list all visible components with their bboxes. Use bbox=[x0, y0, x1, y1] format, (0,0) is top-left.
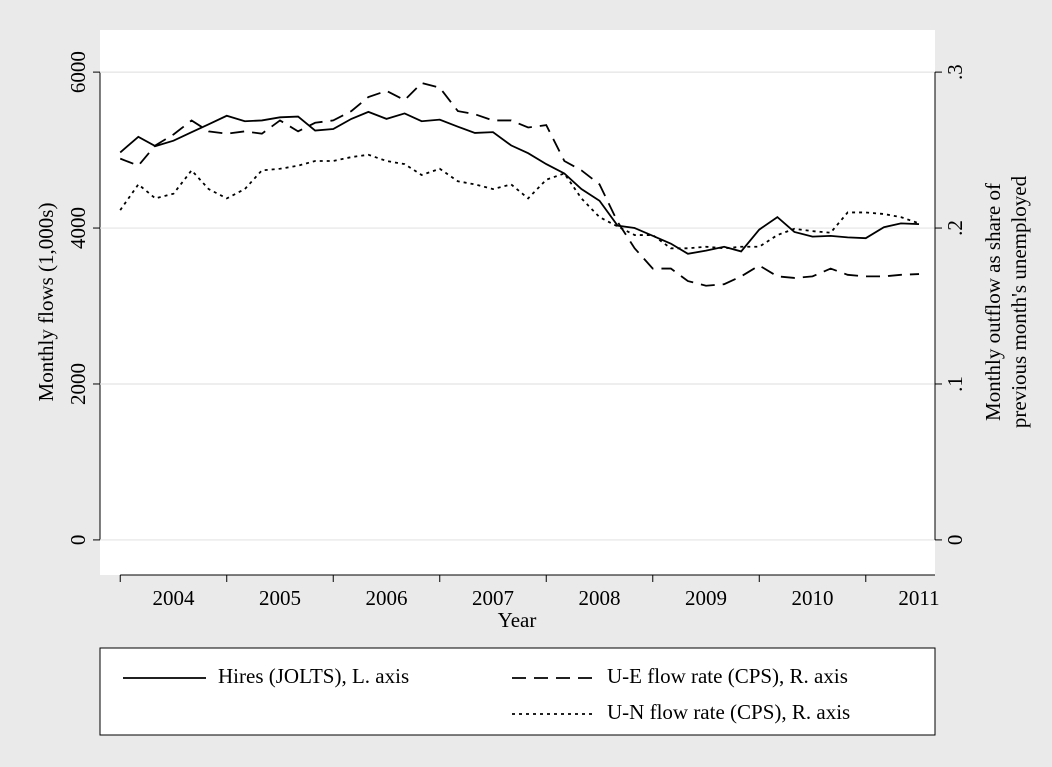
y2-tick-label: .1 bbox=[943, 376, 967, 392]
x-tick-label: 2006 bbox=[365, 586, 407, 610]
x-axis-title: Year bbox=[498, 608, 537, 632]
series-line bbox=[119, 153, 920, 250]
y2-axis-title: previous month's unemployed bbox=[1007, 175, 1031, 428]
x-tick-label: 2007 bbox=[472, 586, 514, 610]
x-tick-label: 2008 bbox=[579, 586, 621, 610]
y2-axis-title: Monthly outflow as share of bbox=[981, 183, 1005, 421]
series-line bbox=[119, 110, 920, 255]
y2-tick-label: .2 bbox=[943, 220, 967, 236]
y-tick-label: 2000 bbox=[66, 363, 90, 405]
y-axis-title: Monthly flows (1,000s) bbox=[34, 203, 58, 402]
y2-tick-label: .3 bbox=[943, 64, 967, 80]
x-tick-label: 2005 bbox=[259, 586, 301, 610]
legend-label: Hires (JOLTS), L. axis bbox=[218, 664, 409, 688]
plot-area bbox=[100, 30, 935, 575]
y-tick-label: 6000 bbox=[66, 51, 90, 93]
y2-tick-label: 0 bbox=[943, 535, 967, 546]
x-tick-label: 2009 bbox=[685, 586, 727, 610]
legend-box bbox=[99, 647, 936, 736]
legend-label: U-N flow rate (CPS), R. axis bbox=[607, 700, 850, 724]
y-tick-label: 4000 bbox=[66, 207, 90, 249]
x-tick-label: 2011 bbox=[898, 586, 939, 610]
series-line bbox=[119, 82, 920, 287]
legend-label: U-E flow rate (CPS), R. axis bbox=[607, 664, 848, 688]
x-tick-label: 2010 bbox=[792, 586, 834, 610]
y-tick-label: 0 bbox=[66, 535, 90, 546]
x-tick-label: 2004 bbox=[152, 586, 195, 610]
